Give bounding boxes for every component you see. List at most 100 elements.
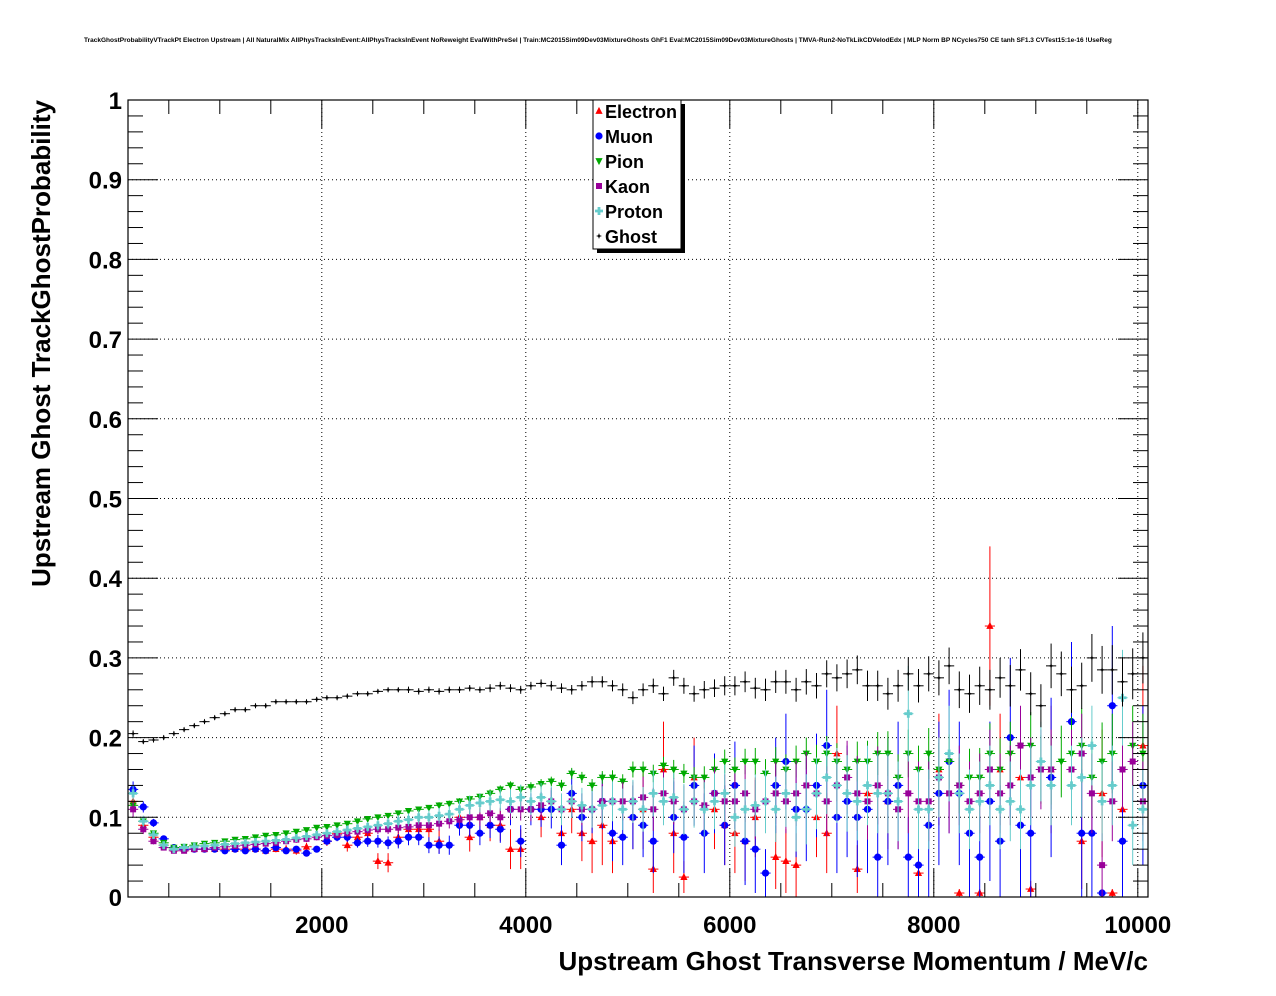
data-point-ghost [283, 698, 290, 705]
data-point-ghost [181, 726, 188, 733]
data-point-proton [1087, 741, 1096, 750]
data-point-kaon [456, 816, 463, 823]
data-point-proton [282, 835, 291, 844]
data-point-ghost [466, 685, 473, 692]
data-series [128, 546, 1148, 897]
grid-lines [128, 100, 1148, 897]
data-point-muon [323, 837, 331, 845]
data-point-ghost [425, 686, 432, 693]
data-point-proton [180, 843, 189, 852]
data-point-proton [516, 793, 525, 802]
data-point-ghost [191, 722, 198, 729]
data-point-electron [772, 853, 780, 861]
data-point-electron [353, 833, 362, 841]
data-point-ghost [1027, 690, 1034, 697]
y-tick-label: 0.6 [89, 407, 122, 434]
data-point-proton [720, 789, 729, 798]
data-point-proton [832, 781, 841, 790]
data-point-ghost [629, 694, 636, 701]
data-point-ghost [334, 694, 341, 701]
data-point-ghost [986, 686, 993, 693]
data-point-muon [874, 853, 882, 861]
legend-entry-kaon: Kaon [605, 177, 650, 197]
data-point-muon [394, 837, 402, 845]
data-point-ghost [538, 680, 545, 687]
data-point-pion [588, 782, 596, 790]
data-point-muon [608, 829, 617, 837]
data-point-electron [374, 857, 382, 865]
data-point-ghost [232, 706, 239, 713]
data-point-proton [475, 798, 484, 807]
data-point-proton [812, 789, 821, 798]
x-tick-label: 2000 [295, 912, 348, 939]
data-point-kaon [497, 814, 504, 821]
data-point-muon [741, 837, 749, 845]
data-point-ghost [354, 690, 361, 697]
legend-marker-pion [595, 158, 603, 166]
x-tick-label: 4000 [499, 912, 552, 939]
data-point-ghost [742, 678, 749, 685]
data-point-muon [496, 825, 504, 833]
data-point-ghost [558, 685, 565, 692]
data-point-muon [435, 841, 443, 849]
data-point-ghost [578, 682, 585, 689]
data-point-pion [527, 784, 535, 792]
data-point-ghost [385, 686, 392, 693]
data-point-pion [1057, 758, 1065, 766]
data-point-ghost [731, 682, 738, 689]
data-point-ghost [568, 686, 575, 693]
data-point-proton [547, 797, 556, 806]
data-point-pion [272, 831, 280, 839]
legend-entry-pion: Pion [605, 152, 644, 172]
data-point-pion [721, 758, 729, 766]
data-point-ghost [793, 686, 800, 693]
data-point-proton [414, 813, 423, 822]
y-tick-label: 0 [109, 885, 122, 912]
data-point-ghost [415, 688, 422, 695]
data-point-ghost [1048, 662, 1055, 669]
data-point-proton [924, 805, 933, 814]
data-point-kaon [1017, 742, 1024, 749]
series-proton [128, 649, 1148, 866]
data-point-muon [1118, 837, 1127, 845]
data-point-ghost [762, 686, 769, 693]
data-point-proton [761, 797, 770, 806]
data-point-kaon [415, 822, 422, 829]
data-point-proton [1047, 781, 1056, 790]
data-point-proton [945, 749, 954, 758]
data-point-muon [353, 839, 362, 847]
data-point-pion [445, 800, 453, 808]
data-point-pion [598, 774, 606, 782]
data-point-pion [608, 774, 617, 782]
data-point-proton [700, 805, 709, 814]
legend-entry-ghost: Ghost [605, 227, 657, 247]
data-point-ghost [1109, 666, 1116, 673]
x-tick-label: 10000 [1104, 912, 1171, 939]
data-point-proton [628, 797, 637, 806]
data-point-ghost [905, 670, 912, 677]
data-point-proton [394, 817, 403, 826]
data-point-ghost [364, 690, 371, 697]
data-point-proton [1036, 757, 1045, 766]
data-point-proton [435, 811, 444, 820]
data-point-proton [863, 781, 872, 790]
data-point-proton [1077, 773, 1086, 782]
data-point-proton [312, 830, 321, 839]
data-point-muon [1108, 702, 1116, 710]
data-point-pion [741, 758, 749, 766]
data-point-proton [975, 797, 984, 806]
data-point-ghost [854, 666, 861, 673]
data-point-electron [792, 861, 800, 868]
data-point-ghost [915, 682, 922, 689]
data-point-muon [302, 849, 311, 857]
x-tick-label: 8000 [907, 912, 960, 939]
data-point-kaon [130, 806, 137, 813]
data-point-proton [669, 793, 678, 802]
data-point-proton [445, 810, 454, 819]
data-point-ghost [140, 738, 147, 745]
data-point-muon [486, 821, 494, 829]
data-point-proton [618, 805, 627, 814]
data-point-proton [1067, 781, 1076, 790]
data-point-proton [843, 789, 852, 798]
data-point-muon [1027, 829, 1035, 837]
